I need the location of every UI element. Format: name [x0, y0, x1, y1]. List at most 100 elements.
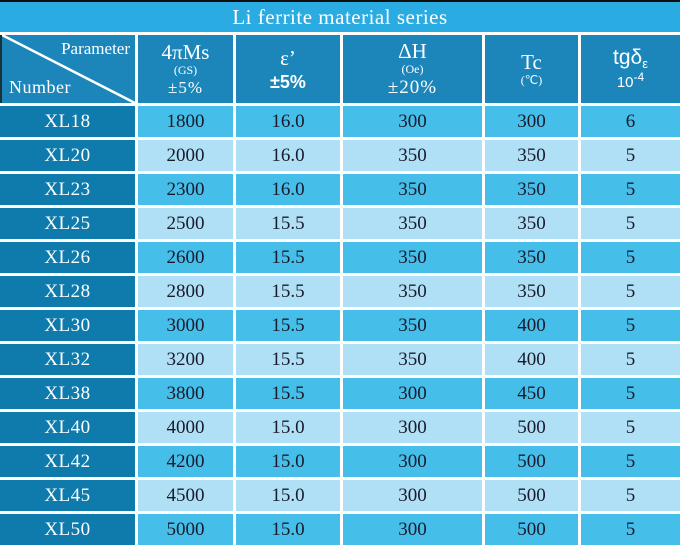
- header-unit-oe: (Oe): [401, 62, 424, 77]
- table-cell: 1800: [138, 106, 233, 137]
- table-cell: 300: [343, 446, 482, 477]
- table-cell: 5: [581, 412, 680, 443]
- table-cell: 15.0: [236, 514, 340, 545]
- table-cell: 350: [485, 174, 578, 205]
- row-header: XL45: [0, 480, 135, 511]
- exponent-base: 10: [616, 74, 634, 92]
- table-row: XL20 2000 16.0 350 350 5: [0, 140, 680, 171]
- table-cell: 300: [343, 378, 482, 409]
- table-cell: 15.5: [236, 344, 340, 375]
- table-cell: 350: [485, 242, 578, 273]
- header-main-tgdelta: tgδε: [613, 45, 648, 71]
- column-header-epsilon: ε’ ±5%: [236, 35, 340, 103]
- table-cell: 300: [343, 514, 482, 545]
- table-title: Li ferrite material series: [0, 2, 680, 32]
- tgdelta-text: tgδ: [613, 45, 643, 69]
- table-row: XL18 1800 16.0 300 300 6: [0, 106, 680, 137]
- table-cell: 6: [581, 106, 680, 137]
- table-row: XL30 3000 15.5 350 400 5: [0, 310, 680, 341]
- table-cell: 3200: [138, 344, 233, 375]
- table-cell: 15.5: [236, 208, 340, 239]
- table-row: XL38 3800 15.5 300 450 5: [0, 378, 680, 409]
- table-cell: 16.0: [236, 106, 340, 137]
- table-cell: 5: [581, 480, 680, 511]
- table-cell: 2500: [138, 208, 233, 239]
- row-header: XL23: [0, 174, 135, 205]
- table-cell: 500: [485, 480, 578, 511]
- table-cell: 350: [343, 242, 482, 273]
- corner-header-cell: Parameter Number: [0, 35, 135, 103]
- row-header: XL30: [0, 310, 135, 341]
- row-header: XL40: [0, 412, 135, 443]
- table-cell: 400: [485, 344, 578, 375]
- table-row: XL28 2800 15.5 350 350 5: [0, 276, 680, 307]
- table-cell: 350: [343, 174, 482, 205]
- header-unit-celsius: (℃): [520, 73, 543, 88]
- row-header: XL32: [0, 344, 135, 375]
- table-cell: 4000: [138, 412, 233, 443]
- row-header: XL42: [0, 446, 135, 477]
- table-cell: 5: [581, 344, 680, 375]
- header-main-deltah: ΔH: [398, 39, 427, 64]
- table-cell: 5: [581, 140, 680, 171]
- table-cell: 4200: [138, 446, 233, 477]
- table-cell: 350: [485, 140, 578, 171]
- row-header: XL50: [0, 514, 135, 545]
- column-header-deltah: ΔH (Oe) ±20%: [343, 35, 482, 103]
- row-header: XL38: [0, 378, 135, 409]
- header-tolerance-epsilon: ±5%: [270, 71, 306, 92]
- table-cell: 350: [343, 208, 482, 239]
- header-tolerance-4pims: ±5%: [168, 77, 203, 97]
- row-header: XL20: [0, 140, 135, 171]
- diagonal-divider-line: [2, 35, 135, 103]
- table-row: XL25 2500 15.5 350 350 5: [0, 208, 680, 239]
- table-cell: 2000: [138, 140, 233, 171]
- table-row: XL23 2300 16.0 350 350 5: [0, 174, 680, 205]
- table-cell: 15.5: [236, 242, 340, 273]
- table-cell: 2300: [138, 174, 233, 205]
- row-header: XL28: [0, 276, 135, 307]
- table-cell: 5: [581, 242, 680, 273]
- row-header: XL18: [0, 106, 135, 137]
- header-tolerance-deltah: ±20%: [387, 76, 438, 98]
- table-cell: 4500: [138, 480, 233, 511]
- tgdelta-subscript: ε: [642, 55, 648, 71]
- header-main-4pims: 4πMs: [161, 40, 210, 65]
- table-cell: 15.5: [236, 276, 340, 307]
- column-header-tgdelta: tgδε 10-4: [581, 35, 680, 103]
- table-cell: 500: [485, 514, 578, 545]
- table-cell: 300: [343, 412, 482, 443]
- row-header: XL25: [0, 208, 135, 239]
- column-header-tc: Tc (℃): [485, 35, 578, 103]
- header-main-epsilon: ε’: [280, 45, 296, 70]
- header-main-tc: Tc: [521, 50, 542, 75]
- table-cell: 3000: [138, 310, 233, 341]
- table-cell: 350: [343, 310, 482, 341]
- table-cell: 16.0: [236, 140, 340, 171]
- table-cell: 16.0: [236, 174, 340, 205]
- table-row: XL42 4200 15.0 300 500 5: [0, 446, 680, 477]
- table-cell: 350: [343, 140, 482, 171]
- table-row: XL26 2600 15.5 350 350 5: [0, 242, 680, 273]
- exponent-power: -4: [633, 70, 645, 85]
- header-unit-gs: (GS): [173, 63, 198, 78]
- table-cell: 5: [581, 310, 680, 341]
- column-header-4pims: 4πMs (GS) ±5%: [138, 35, 233, 103]
- table-cell: 300: [343, 480, 482, 511]
- table-cell: 350: [485, 208, 578, 239]
- table-cell: 300: [485, 106, 578, 137]
- row-header: XL26: [0, 242, 135, 273]
- table-cell: 5: [581, 446, 680, 477]
- table-cell: 5: [581, 378, 680, 409]
- table-cell: 500: [485, 446, 578, 477]
- table-cell: 5: [581, 514, 680, 545]
- table-cell: 450: [485, 378, 578, 409]
- table-row: XL50 5000 15.0 300 500 5: [0, 514, 680, 545]
- table-cell: 3800: [138, 378, 233, 409]
- table-cell: 15.0: [236, 480, 340, 511]
- table-cell: 15.5: [236, 310, 340, 341]
- table-cell: 300: [343, 106, 482, 137]
- table-cell: 500: [485, 412, 578, 443]
- header-exponent: 10-4: [617, 71, 644, 91]
